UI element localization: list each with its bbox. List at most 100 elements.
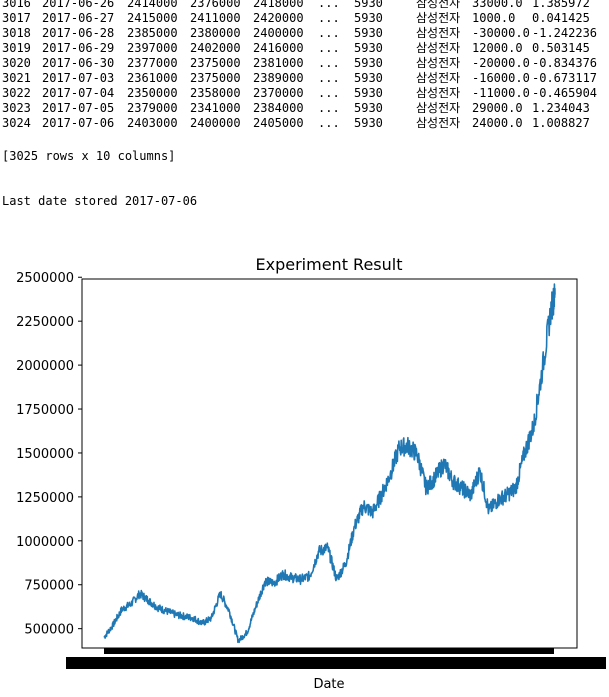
- table-cell-name: 삼성전자: [416, 116, 461, 130]
- table-cell-chg: -30000.0: [472, 26, 530, 40]
- table-cell-pct: -0.834376: [532, 56, 598, 70]
- y-tick-label: 1750000: [16, 403, 74, 418]
- table-cell-c1: 2361000: [127, 71, 178, 85]
- y-axis: 500000 750000 1000000 1250000 1500000 1750000…: [16, 271, 82, 638]
- table-cell-dots: ...: [318, 41, 340, 55]
- x-axis: [66, 648, 606, 669]
- table-cell-c3: 2384000: [253, 101, 304, 115]
- table-cell-date: 2017-06-28: [42, 26, 115, 40]
- table-cell-idx: 3016: [2, 0, 31, 10]
- table-cell-chg: 1000.0: [472, 11, 516, 25]
- table-cell-c3: 2370000: [253, 86, 304, 100]
- table-cell-chg: -20000.0: [472, 56, 530, 70]
- table-cell-idx: 3022: [2, 86, 31, 100]
- table-cell-name: 삼성전자: [416, 11, 461, 25]
- table-cell-dots: ...: [318, 101, 340, 115]
- table-cell-c2: 2411000: [190, 11, 241, 25]
- table-cell-dots: ...: [318, 26, 340, 40]
- y-tick-label: 2000000: [16, 359, 74, 374]
- table-cell-dots: ...: [318, 86, 340, 100]
- table-cell-c3: 2416000: [253, 41, 304, 55]
- table-cell-c2: 2341000: [190, 101, 241, 115]
- table-cell-name: 삼성전자: [416, 86, 461, 100]
- table-cell-idx: 3023: [2, 101, 31, 115]
- table-cell-date: 2017-07-03: [42, 71, 115, 85]
- table-cell-name: 삼성전자: [416, 101, 461, 115]
- table-cell-c2: 2375000: [190, 71, 241, 85]
- table-cell-pct: -0.465904: [532, 86, 598, 100]
- y-tick-label: 1000000: [16, 535, 74, 550]
- table-cell-name: 삼성전자: [416, 0, 461, 10]
- table-cell-code: 5930: [354, 71, 383, 85]
- table-cell-code: 5930: [354, 0, 383, 10]
- table-cell-code: 5930: [354, 41, 383, 55]
- table-cell-c1: 2414000: [127, 0, 178, 10]
- table-cell-pct: -1.242236: [532, 26, 598, 40]
- table-cell-c3: 2405000: [253, 116, 304, 130]
- table-cell-pct: 0.503145: [532, 41, 590, 55]
- table-cell-date: 2017-07-04: [42, 86, 115, 100]
- table-cell-idx: 3018: [2, 26, 31, 40]
- table-cell-c1: 2385000: [127, 26, 178, 40]
- table-cell-idx: 3017: [2, 11, 31, 25]
- table-cell-name: 삼성전자: [416, 56, 461, 70]
- table-cell-chg: 24000.0: [472, 116, 523, 130]
- table-cell-pct: -0.673117: [532, 71, 598, 85]
- table-cell-date: 2017-06-30: [42, 56, 115, 70]
- table-cell-dots: ...: [318, 56, 340, 70]
- table-cell-c1: 2397000: [127, 41, 178, 55]
- table-cell-c1: 2377000: [127, 56, 178, 70]
- table-cell-date: 2017-07-05: [42, 101, 115, 115]
- x-tick-label-band: [66, 657, 606, 669]
- table-cell-idx: 3019: [2, 41, 31, 55]
- table-cell-c2: 2375000: [190, 56, 241, 70]
- table-cell-chg: 33000.0: [472, 0, 523, 10]
- y-tick-label: 500000: [24, 623, 74, 638]
- table-cell-c3: 2389000: [253, 71, 304, 85]
- table-cell-code: 5930: [354, 11, 383, 25]
- table-cell-idx: 3024: [2, 116, 31, 130]
- table-cell-name: 삼성전자: [416, 41, 461, 55]
- table-cell-code: 5930: [354, 56, 383, 70]
- table-cell-c2: 2380000: [190, 26, 241, 40]
- table-cell-chg: -16000.0: [472, 71, 530, 85]
- table-cell-dots: ...: [318, 116, 340, 130]
- table-cell-code: 5930: [354, 86, 383, 100]
- table-cell-chg: 12000.0: [472, 41, 523, 55]
- table-cell-c3: 2418000: [253, 0, 304, 10]
- table-cell-idx: 3021: [2, 71, 31, 85]
- table-cell-name: 삼성전자: [416, 71, 461, 85]
- table-cell-code: 5930: [354, 26, 383, 40]
- y-tick-label: 2500000: [16, 271, 74, 286]
- table-cell-c2: 2400000: [190, 116, 241, 130]
- price-series-line: [103, 283, 556, 644]
- y-tick-label: 750000: [24, 579, 74, 594]
- table-cell-dots: ...: [318, 11, 340, 25]
- table-cell-name: 삼성전자: [416, 26, 461, 40]
- table-cell-c2: 2376000: [190, 0, 241, 10]
- plot-frame: [81, 278, 578, 649]
- table-cell-c3: 2400000: [253, 26, 304, 40]
- table-cell-code: 5930: [354, 116, 383, 130]
- last-date-text: Last date stored 2017-07-06: [2, 194, 198, 208]
- table-cell-code: 5930: [354, 101, 383, 115]
- chart-title: Experiment Result: [256, 255, 403, 274]
- dataframe-shape: [3025 rows x 10 columns]: [2, 149, 176, 163]
- x-axis-label: Date: [313, 677, 344, 692]
- table-cell-pct: 0.041425: [532, 11, 590, 25]
- table-cell-c3: 2381000: [253, 56, 304, 70]
- table-cell-idx: 3020: [2, 56, 31, 70]
- experiment-chart: Experiment Result 500000 750000 1000000 125…: [16, 255, 606, 692]
- table-cell-pct: 1.385972: [532, 0, 590, 10]
- x-tick-marks: [104, 648, 554, 654]
- table-cell-pct: 1.234043: [532, 101, 590, 115]
- table-cell-c2: 2402000: [190, 41, 241, 55]
- table-cell-date: 2017-06-27: [42, 11, 115, 25]
- y-tick-label: 1500000: [16, 447, 74, 462]
- table-cell-c1: 2403000: [127, 116, 178, 130]
- table-cell-chg: 29000.0: [472, 101, 523, 115]
- table-cell-c1: 2415000: [127, 11, 178, 25]
- table-cell-c3: 2420000: [253, 11, 304, 25]
- y-tick-label: 2250000: [16, 315, 74, 330]
- table-cell-dots: ...: [318, 71, 340, 85]
